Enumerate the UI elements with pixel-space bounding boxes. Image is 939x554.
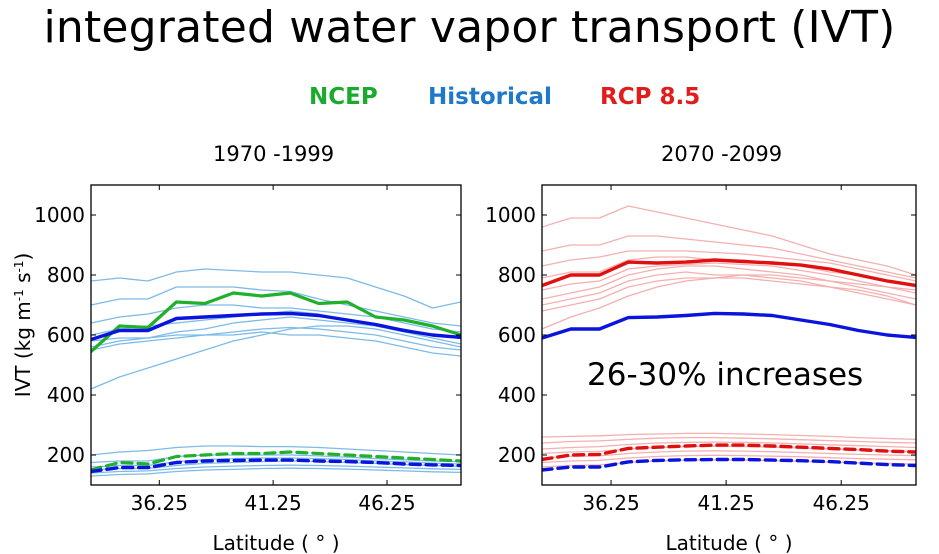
y-tick-label: 1000 <box>485 203 536 227</box>
plot-area <box>542 185 916 485</box>
series-line-member <box>91 268 461 309</box>
series-line-member <box>542 205 916 276</box>
series-line-member <box>542 235 916 279</box>
series-line-hist_mean-dashed <box>91 458 461 474</box>
series-line-member <box>542 450 916 459</box>
x-tick-label: 41.25 <box>245 491 302 515</box>
y-tick-label: 1000 <box>34 203 85 227</box>
series-line-member <box>91 454 461 464</box>
series-line-member <box>542 436 916 444</box>
y-tick-label: 400 <box>47 383 85 407</box>
y-tick-label: 400 <box>498 383 536 407</box>
series-line-member <box>542 265 916 300</box>
series-line-hist_mean-dashed <box>542 457 916 472</box>
series-line-member <box>91 467 461 477</box>
y-tick-label: 200 <box>498 443 536 467</box>
series-line-hist_mean <box>91 311 461 342</box>
series-line-member <box>91 325 461 390</box>
x-tick-label: 41.25 <box>697 491 754 515</box>
x-tick-label: 46.25 <box>358 491 415 515</box>
series-line-member <box>542 454 916 464</box>
y-tick-label: 800 <box>498 263 536 287</box>
series-line-member <box>91 326 461 351</box>
legend-item-rcp85: RCP 8.5 <box>600 84 701 110</box>
y-tick-label: 200 <box>47 443 85 467</box>
y-tick-label: 600 <box>47 323 85 347</box>
series-line-member <box>542 271 916 306</box>
series-line-member <box>542 432 916 441</box>
series-line-member <box>91 286 461 327</box>
series-group <box>91 268 461 477</box>
series-line-member <box>542 441 916 450</box>
x-tick-label: 36.25 <box>131 491 188 515</box>
x-axis-label: Latitude ( ° ) <box>666 531 793 554</box>
plot-area <box>91 185 461 485</box>
series-line-rcp_mean <box>542 258 916 288</box>
series-line-rcp_mean-dashed <box>542 443 916 462</box>
chart-projection-2070-2099: 200 400 600 800 1000 36.25 41.25 46.25 Latitude … <box>485 184 917 554</box>
series-line-member <box>542 274 916 330</box>
series-line-member <box>542 250 916 282</box>
series-group <box>542 205 916 472</box>
series-line-ncep <box>91 291 461 354</box>
x-axis-label: Latitude ( ° ) <box>213 531 340 554</box>
y-tick-label: 600 <box>498 323 536 347</box>
series-line-ncep-dashed <box>91 450 461 472</box>
series-line-member <box>91 464 461 474</box>
x-tick-label: 36.25 <box>582 491 639 515</box>
page-title: integrated water vapor transport (IVT) <box>43 2 896 53</box>
legend-item-ncep: NCEP <box>309 84 378 110</box>
series-line-member <box>91 457 461 468</box>
annotation-increase: 26-30% increases <box>587 357 863 393</box>
series-line-hist_mean <box>542 311 916 340</box>
series-line-member <box>91 331 461 357</box>
series-line-member <box>91 445 461 456</box>
left-panel-title: 1970 -1999 <box>213 142 335 166</box>
series-line-member <box>542 277 916 312</box>
chart-historical-1970-1999: 200 400 600 800 1000 36.25 41.25 46.25 Latitude … <box>11 184 462 554</box>
series-line-member <box>542 262 916 294</box>
series-line-member <box>91 304 461 333</box>
legend-item-historical: Historical <box>428 84 552 110</box>
right-panel-title: 2070 -2099 <box>661 142 783 166</box>
x-tick-label: 46.25 <box>813 491 870 515</box>
y-axis-label: IVT (kg m-1 s-1) <box>11 253 35 398</box>
y-tick-label: 800 <box>47 263 85 287</box>
